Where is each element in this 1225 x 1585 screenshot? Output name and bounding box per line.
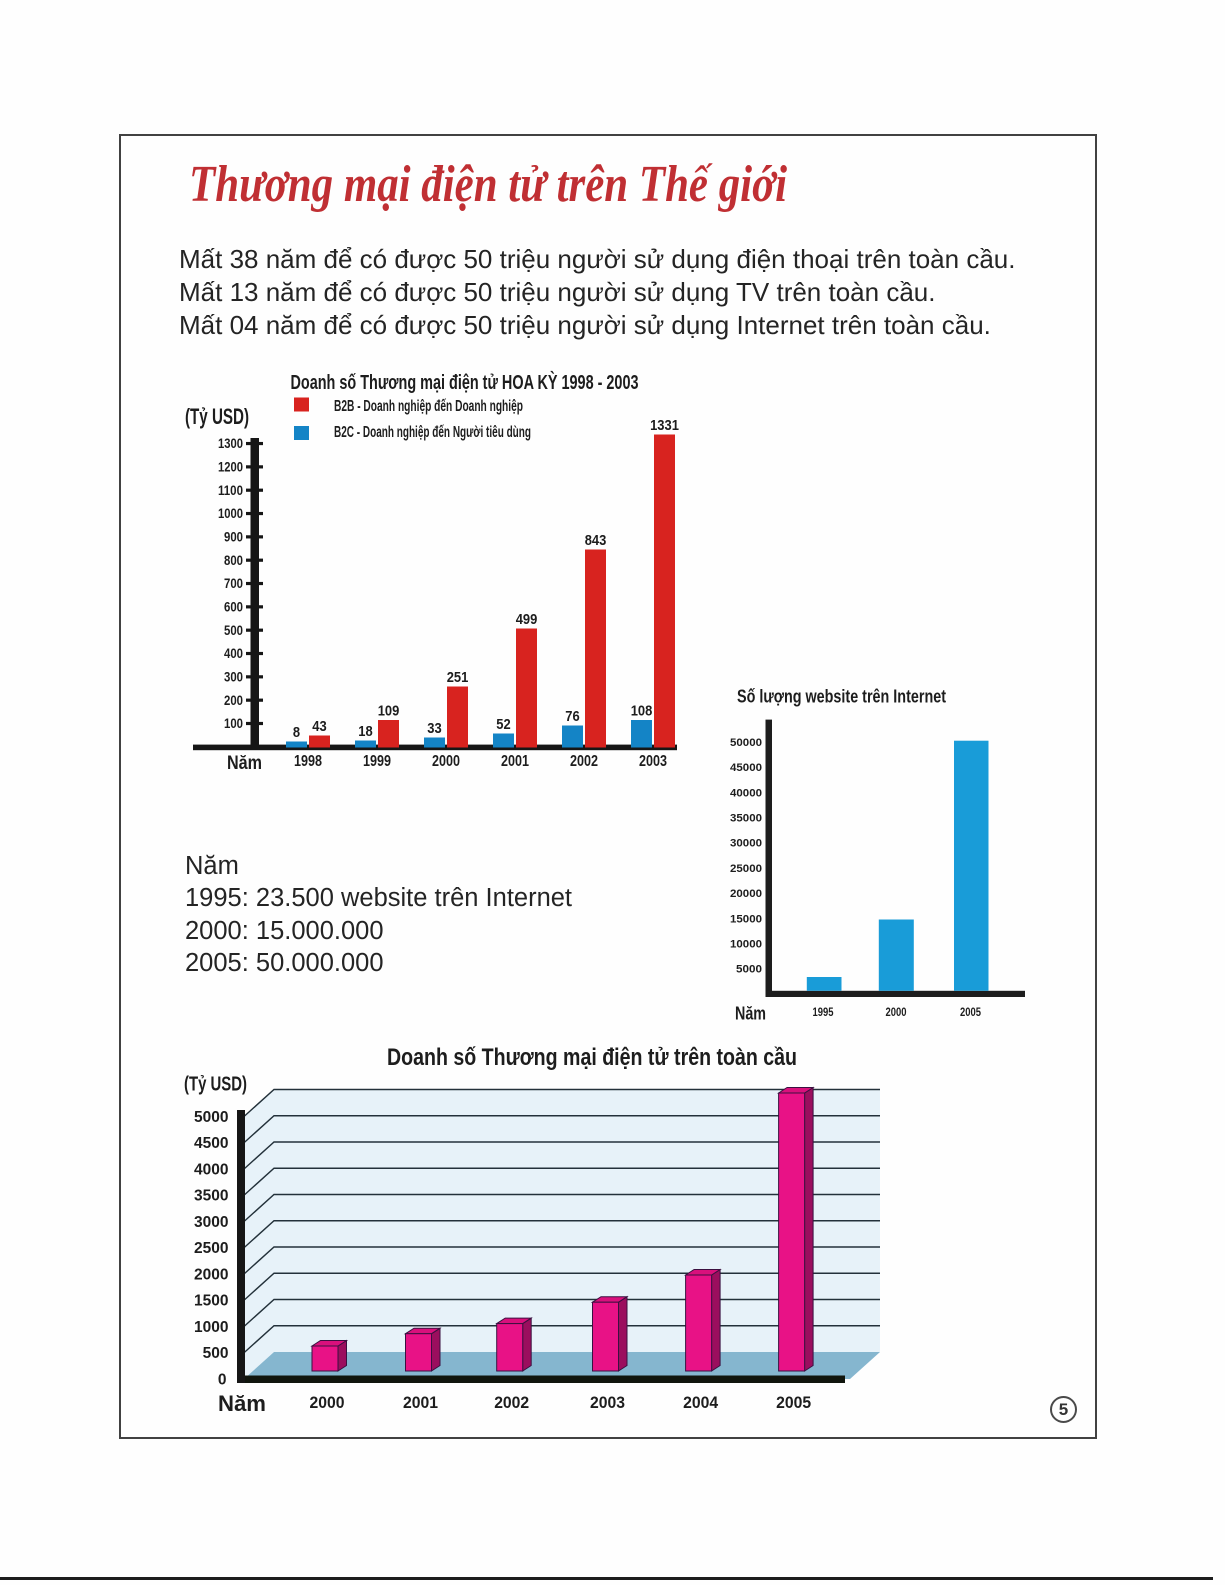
- svg-text:45000: 45000: [730, 762, 762, 774]
- svg-text:499: 499: [516, 611, 538, 628]
- svg-text:1000: 1000: [218, 506, 243, 521]
- svg-text:3500: 3500: [194, 1188, 228, 1205]
- svg-text:20000: 20000: [730, 888, 762, 900]
- svg-text:500: 500: [224, 623, 243, 638]
- svg-text:8: 8: [293, 724, 300, 741]
- svg-text:Doanh số Thương mại điện tử tr: Doanh số Thương mại điện tử trên toàn cầ…: [387, 1044, 797, 1071]
- svg-text:2000: 2000: [194, 1266, 228, 1283]
- svg-text:4500: 4500: [194, 1135, 228, 1152]
- svg-text:1100: 1100: [218, 483, 243, 498]
- svg-text:52: 52: [496, 716, 510, 733]
- svg-text:(Tỷ USD): (Tỷ USD): [185, 404, 249, 429]
- svg-text:Năm: Năm: [218, 1391, 266, 1416]
- svg-text:1300: 1300: [218, 436, 243, 451]
- svg-text:3000: 3000: [194, 1214, 228, 1231]
- svg-text:Năm: Năm: [227, 752, 262, 774]
- svg-text:5000: 5000: [194, 1109, 228, 1126]
- svg-text:43: 43: [312, 718, 326, 735]
- svg-text:25000: 25000: [730, 863, 762, 875]
- svg-text:108: 108: [631, 703, 653, 720]
- svg-text:0: 0: [218, 1371, 227, 1388]
- svg-text:B2B - Doanh nghiệp đến Doanh n: B2B - Doanh nghiệp đến Doanh nghiệp: [334, 398, 523, 415]
- svg-text:2001: 2001: [403, 1393, 438, 1412]
- svg-text:30000: 30000: [730, 838, 762, 850]
- svg-text:2005: 2005: [776, 1393, 811, 1412]
- svg-text:50000: 50000: [730, 737, 762, 749]
- svg-text:400: 400: [224, 646, 243, 661]
- svg-text:Số lượng website trên Internet: Số lượng website trên Internet: [737, 687, 946, 707]
- svg-text:2004: 2004: [683, 1393, 718, 1412]
- svg-text:1995: 1995: [813, 1005, 834, 1019]
- svg-text:2000: 2000: [432, 753, 460, 770]
- svg-text:300: 300: [224, 670, 243, 685]
- svg-text:1331: 1331: [650, 417, 679, 434]
- svg-text:2003: 2003: [639, 753, 667, 770]
- svg-text:200: 200: [224, 693, 243, 708]
- svg-text:700: 700: [224, 576, 243, 591]
- svg-text:40000: 40000: [730, 787, 762, 799]
- svg-text:10000: 10000: [730, 938, 762, 950]
- svg-text:5000: 5000: [736, 964, 762, 976]
- svg-text:500: 500: [203, 1345, 229, 1362]
- svg-text:2000: 2000: [310, 1393, 345, 1412]
- svg-text:2003: 2003: [590, 1393, 625, 1412]
- svg-text:1999: 1999: [363, 753, 391, 770]
- svg-text:251: 251: [447, 669, 469, 686]
- svg-text:4000: 4000: [194, 1161, 228, 1178]
- svg-text:2005: 2005: [960, 1005, 981, 1019]
- svg-text:33: 33: [427, 720, 441, 737]
- svg-text:2002: 2002: [494, 1393, 529, 1412]
- svg-text:76: 76: [565, 708, 579, 725]
- svg-text:Doanh số Thương mại điện tử HO: Doanh số Thương mại điện tử HOA KỲ 1998 …: [291, 370, 639, 394]
- svg-text:15000: 15000: [730, 913, 762, 925]
- svg-text:900: 900: [224, 530, 243, 545]
- svg-text:18: 18: [358, 723, 372, 740]
- svg-text:800: 800: [224, 553, 243, 568]
- svg-text:109: 109: [378, 703, 400, 720]
- svg-text:2500: 2500: [194, 1240, 228, 1257]
- svg-text:(Tỷ USD): (Tỷ USD): [184, 1073, 247, 1096]
- svg-text:1000: 1000: [194, 1319, 228, 1336]
- svg-text:1500: 1500: [194, 1293, 228, 1310]
- svg-text:1998: 1998: [294, 753, 322, 770]
- svg-text:100: 100: [224, 716, 243, 731]
- svg-text:1200: 1200: [218, 460, 243, 475]
- svg-text:2002: 2002: [570, 753, 598, 770]
- svg-text:Năm: Năm: [735, 1003, 766, 1024]
- svg-text:35000: 35000: [730, 813, 762, 825]
- svg-text:600: 600: [224, 600, 243, 615]
- svg-text:B2C - Doanh nghiệp đến Người t: B2C - Doanh nghiệp đến Người tiêu dùng: [334, 424, 531, 441]
- svg-text:2000: 2000: [886, 1005, 907, 1019]
- svg-text:2001: 2001: [501, 753, 529, 770]
- svg-text:843: 843: [585, 532, 607, 549]
